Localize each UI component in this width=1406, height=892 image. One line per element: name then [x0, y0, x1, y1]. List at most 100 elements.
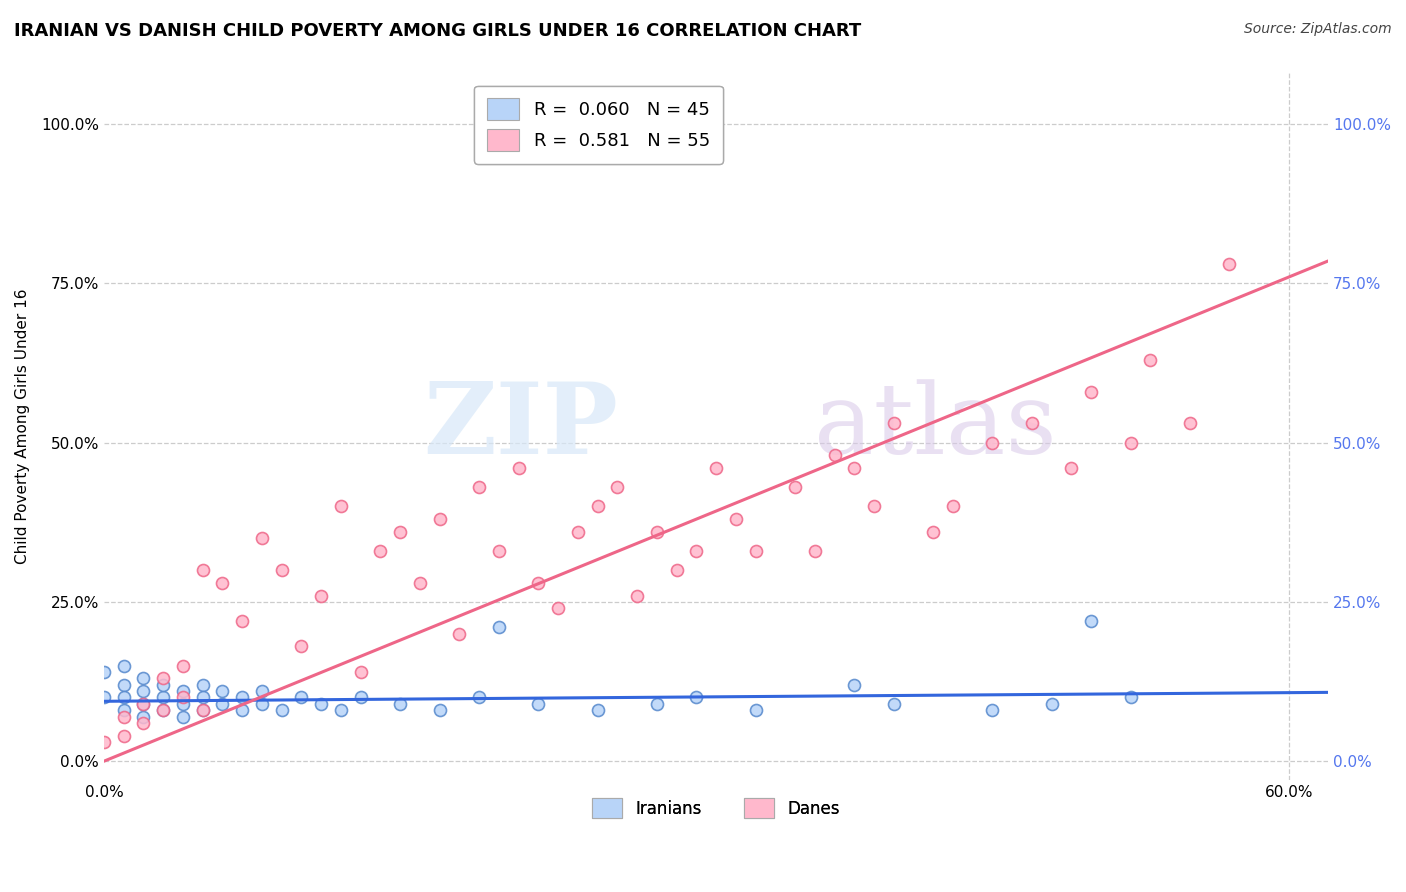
- Point: [626, 589, 648, 603]
- Point: [152, 671, 174, 685]
- Point: [586, 500, 609, 514]
- Point: [724, 512, 747, 526]
- Point: [191, 703, 214, 717]
- Point: [606, 480, 628, 494]
- Point: [824, 448, 846, 462]
- Point: [250, 697, 273, 711]
- Point: [132, 715, 155, 730]
- Point: [112, 729, 135, 743]
- Point: [191, 703, 214, 717]
- Legend: Iranians, Danes: Iranians, Danes: [586, 791, 846, 825]
- Point: [783, 480, 806, 494]
- Point: [1021, 417, 1043, 431]
- Point: [172, 684, 194, 698]
- Point: [231, 690, 253, 705]
- Point: [1178, 417, 1201, 431]
- Point: [744, 544, 766, 558]
- Point: [1040, 697, 1063, 711]
- Point: [883, 697, 905, 711]
- Point: [132, 684, 155, 698]
- Point: [152, 703, 174, 717]
- Point: [883, 417, 905, 431]
- Point: [290, 640, 312, 654]
- Point: [665, 563, 688, 577]
- Point: [1080, 384, 1102, 399]
- Point: [191, 678, 214, 692]
- Point: [389, 697, 412, 711]
- Point: [309, 697, 332, 711]
- Point: [290, 690, 312, 705]
- Point: [645, 524, 668, 539]
- Point: [112, 658, 135, 673]
- Point: [350, 690, 373, 705]
- Point: [93, 690, 115, 705]
- Text: atlas: atlas: [814, 379, 1057, 475]
- Point: [488, 544, 510, 558]
- Point: [231, 703, 253, 717]
- Point: [685, 544, 707, 558]
- Point: [231, 614, 253, 628]
- Point: [270, 563, 292, 577]
- Point: [744, 703, 766, 717]
- Point: [468, 480, 491, 494]
- Point: [567, 524, 589, 539]
- Point: [132, 709, 155, 723]
- Point: [704, 461, 727, 475]
- Point: [172, 709, 194, 723]
- Point: [211, 684, 233, 698]
- Point: [922, 524, 945, 539]
- Point: [112, 709, 135, 723]
- Point: [844, 678, 866, 692]
- Text: Source: ZipAtlas.com: Source: ZipAtlas.com: [1244, 22, 1392, 37]
- Point: [152, 678, 174, 692]
- Point: [191, 690, 214, 705]
- Point: [132, 697, 155, 711]
- Point: [804, 544, 827, 558]
- Point: [250, 531, 273, 545]
- Point: [132, 697, 155, 711]
- Point: [172, 690, 194, 705]
- Point: [468, 690, 491, 705]
- Text: ZIP: ZIP: [423, 378, 619, 475]
- Point: [527, 575, 550, 590]
- Point: [1119, 435, 1142, 450]
- Point: [112, 678, 135, 692]
- Point: [449, 626, 471, 640]
- Point: [191, 563, 214, 577]
- Point: [1139, 352, 1161, 367]
- Point: [152, 690, 174, 705]
- Text: IRANIAN VS DANISH CHILD POVERTY AMONG GIRLS UNDER 16 CORRELATION CHART: IRANIAN VS DANISH CHILD POVERTY AMONG GI…: [14, 22, 862, 40]
- Point: [981, 435, 1004, 450]
- Point: [132, 671, 155, 685]
- Point: [586, 703, 609, 717]
- Point: [370, 544, 392, 558]
- Point: [211, 575, 233, 590]
- Point: [1218, 257, 1240, 271]
- Point: [309, 589, 332, 603]
- Point: [488, 620, 510, 634]
- Point: [152, 703, 174, 717]
- Point: [863, 500, 886, 514]
- Point: [211, 697, 233, 711]
- Point: [685, 690, 707, 705]
- Point: [93, 665, 115, 679]
- Point: [547, 601, 569, 615]
- Point: [1119, 690, 1142, 705]
- Point: [527, 697, 550, 711]
- Point: [270, 703, 292, 717]
- Point: [429, 703, 451, 717]
- Point: [981, 703, 1004, 717]
- Point: [508, 461, 530, 475]
- Point: [172, 658, 194, 673]
- Point: [112, 690, 135, 705]
- Point: [329, 500, 352, 514]
- Point: [389, 524, 412, 539]
- Point: [112, 703, 135, 717]
- Point: [942, 500, 965, 514]
- Point: [329, 703, 352, 717]
- Point: [844, 461, 866, 475]
- Point: [645, 697, 668, 711]
- Y-axis label: Child Poverty Among Girls Under 16: Child Poverty Among Girls Under 16: [15, 289, 30, 565]
- Point: [409, 575, 432, 590]
- Point: [1060, 461, 1083, 475]
